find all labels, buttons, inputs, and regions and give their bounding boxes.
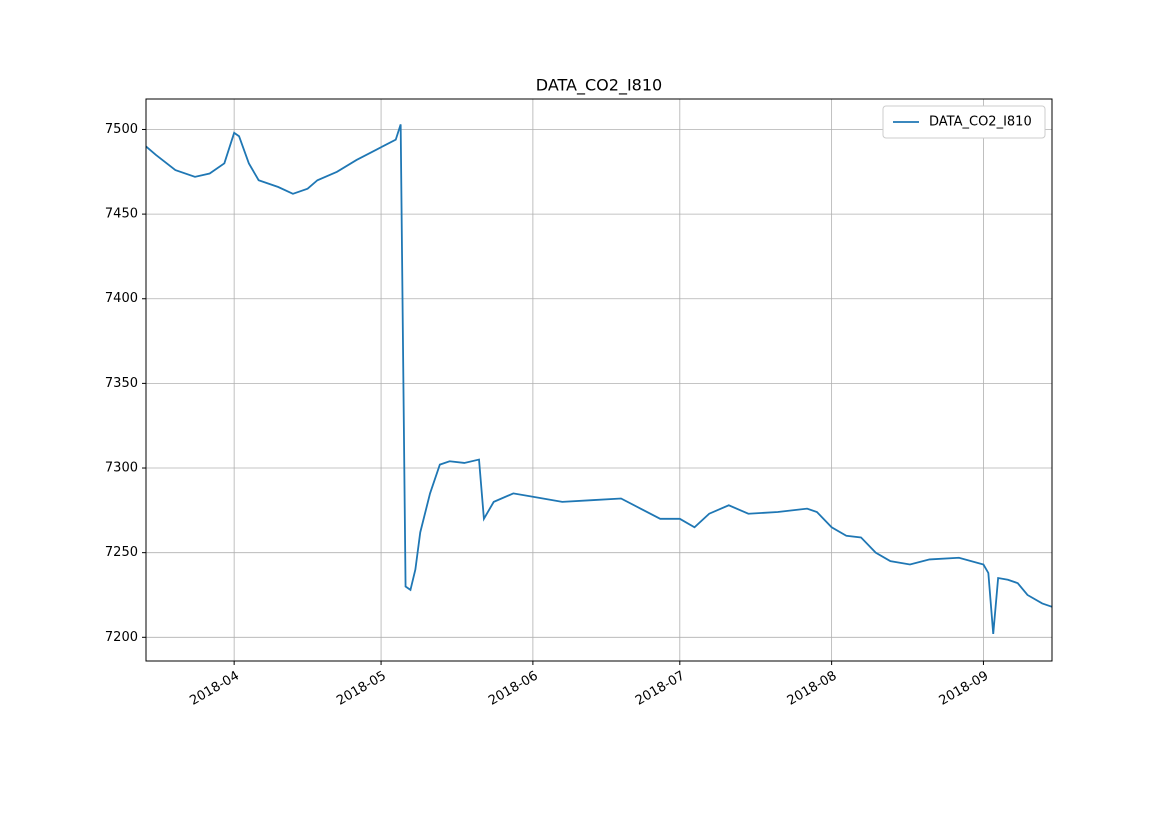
legend-box [882, 105, 1046, 139]
legend-label: DATA_CO2_I810 [929, 115, 1032, 130]
y-tick-label: 7500 [105, 122, 138, 137]
x-tick-label: 2018-07 [633, 669, 688, 709]
x-tick-label: 2018-04 [187, 669, 242, 709]
y-tick-label: 7250 [105, 545, 138, 560]
y-tick-label: 7300 [105, 461, 138, 476]
y-tick-label: 7450 [105, 207, 138, 222]
x-tick-label: 2018-09 [937, 669, 992, 709]
y-tick-label: 7400 [105, 291, 138, 306]
y-tick-label: 7350 [105, 376, 138, 391]
chart-title: DATA_CO2_I810 [536, 76, 662, 96]
x-tick-label: 2018-08 [785, 669, 840, 709]
y-tick-label: 7200 [105, 630, 138, 645]
plot-frame [145, 98, 1053, 662]
line [145, 124, 1053, 634]
x-tick-label: 2018-05 [334, 669, 389, 709]
x-tick-label: 2018-06 [486, 669, 541, 709]
